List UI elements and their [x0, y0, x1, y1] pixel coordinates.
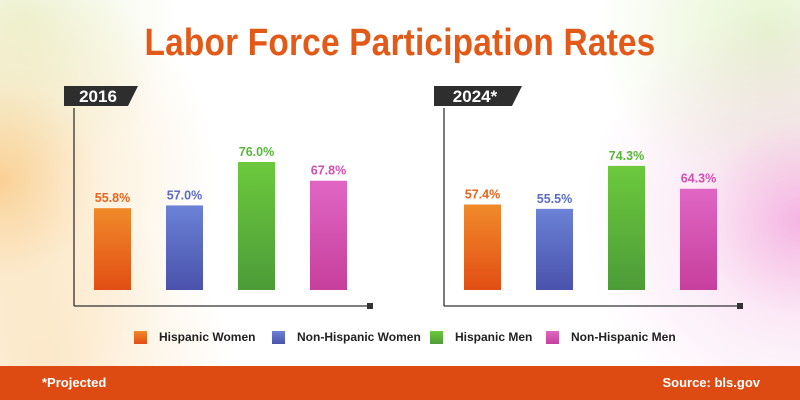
legend-swatch [134, 330, 147, 344]
legend-label: Non-Hispanic Women [297, 330, 421, 344]
data-label: 74.3% [609, 149, 644, 163]
page-title: Labor Force Participation Rates [144, 22, 656, 64]
bar [680, 188, 717, 290]
legend-swatch [430, 330, 443, 344]
panel-title-tab [64, 86, 138, 106]
projected-note: *Projected [42, 375, 107, 390]
bar [94, 208, 131, 290]
footer-bar: *Projected Source: bls.gov [0, 366, 800, 400]
data-label: 57.0% [167, 188, 202, 202]
data-label: 64.3% [681, 172, 716, 186]
legend-label: Hispanic Men [455, 330, 533, 344]
legend-item-hispanic-men: Hispanic Men [430, 330, 532, 344]
bar [310, 180, 347, 290]
legend-swatch [272, 330, 285, 344]
x-axis-end-marker [367, 303, 373, 309]
panel-title: 2024* [453, 87, 498, 106]
x-axis-end-marker [737, 303, 743, 309]
bar [464, 204, 501, 290]
bar [166, 205, 203, 290]
legend-swatch [546, 330, 559, 344]
data-label: 55.8% [95, 191, 130, 205]
data-label: 67.8% [311, 164, 346, 178]
source-credit: Source: bls.gov [662, 375, 760, 390]
legend: Hispanic Women Non-Hispanic Women Hispan… [0, 330, 800, 350]
data-label: 57.4% [465, 188, 500, 202]
data-label: 76.0% [239, 145, 274, 159]
data-label: 55.5% [537, 192, 572, 206]
legend-item-non-hispanic-women: Non-Hispanic Women [272, 330, 421, 344]
legend-item-hispanic-women: Hispanic Women [134, 330, 255, 344]
panel-title-tab [434, 86, 522, 106]
legend-item-non-hispanic-men: Non-Hispanic Men [546, 330, 676, 344]
bar [238, 162, 275, 290]
bar [608, 165, 645, 290]
bar [536, 208, 573, 290]
legend-label: Hispanic Women [159, 330, 256, 344]
panel-title: 2016 [79, 87, 117, 106]
legend-label: Non-Hispanic Men [571, 330, 676, 344]
